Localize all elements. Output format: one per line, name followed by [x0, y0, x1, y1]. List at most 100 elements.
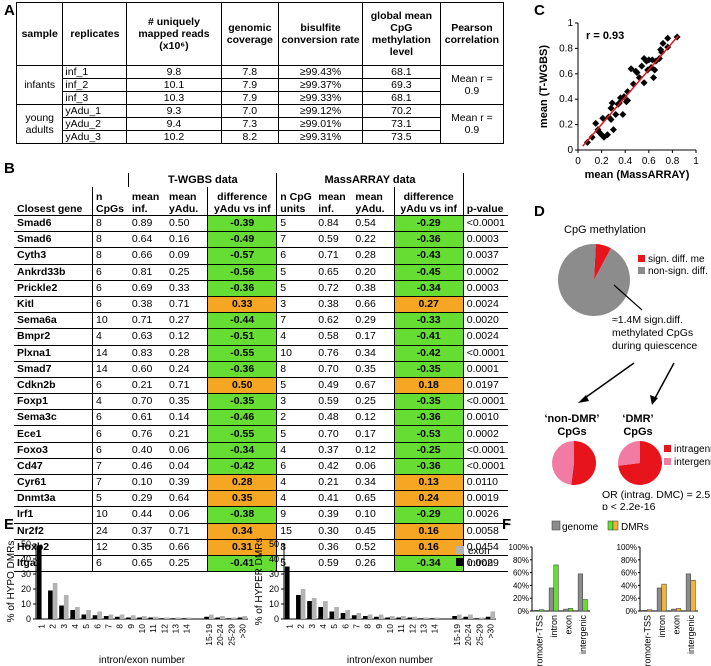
- gene-name-cell: Cyr61: [14, 474, 93, 492]
- y-tick-label: 50: [21, 539, 31, 549]
- y-tick-label: 0.2: [559, 120, 573, 131]
- table-cell: 6: [276, 458, 316, 476]
- header-cell: Pearson correlation: [439, 2, 505, 66]
- twgbs-group-header: T-WGBS data: [167, 173, 238, 186]
- panel-label-c: C: [534, 2, 545, 19]
- x-tick-label: 4: [70, 624, 80, 629]
- table-cell: inf_3: [62, 91, 128, 105]
- regression-line: [582, 35, 679, 147]
- table-cell: 4: [276, 328, 316, 346]
- y-axis-label: % of HYPO DMRs: [6, 541, 17, 623]
- arrow-right: [653, 362, 675, 401]
- intron-bar: [81, 614, 87, 619]
- intron-bar: [429, 618, 435, 619]
- table-cell: 4: [276, 474, 316, 492]
- table-cell: 5: [276, 264, 316, 281]
- gene-name-cell: Itga1: [14, 555, 93, 573]
- table-cell: 8: [276, 361, 316, 378]
- table-cell: 3: [276, 393, 316, 411]
- table-cell: -0.36: [207, 361, 278, 378]
- pointer-line: [613, 284, 643, 311]
- x-tick-label: 20-24: [215, 624, 225, 646]
- data-point: [638, 62, 646, 70]
- intron-bar: [92, 615, 98, 619]
- table-cell: -0.38: [207, 506, 278, 524]
- table-row: Sema3c 6 0.61 0.14 -0.46 2 0.48 0.12 -0.36 0.0010: [14, 409, 508, 427]
- genome-bar: [563, 608, 569, 612]
- table-cell: 0.61: [128, 409, 167, 427]
- gene-name-cell: Cdkn2b: [14, 377, 93, 395]
- table-cell: 0.21: [128, 377, 167, 395]
- column-header: mean yAdu.: [166, 187, 208, 216]
- data-point: [607, 116, 615, 124]
- exon-bar: [108, 614, 114, 619]
- exon-bar: [423, 617, 429, 619]
- y-tick-label: 0: [274, 614, 279, 624]
- table-cell: 8: [276, 539, 316, 556]
- table-row: Cyth3 8 0.66 0.09 -0.57 6 0.71 0.28 -0.43 0.0037: [14, 247, 508, 265]
- data-point: [599, 114, 607, 122]
- table-cell: -0.42: [393, 345, 464, 362]
- legend-label: intragenic: [674, 444, 711, 455]
- data-point: [633, 69, 641, 77]
- pie-title: CpG methylation: [564, 224, 646, 236]
- table-cell: 0.28: [166, 345, 208, 362]
- table-cell: 0.44: [128, 506, 167, 524]
- exon-bar: [52, 583, 58, 619]
- table-row: Plxna1 14 0.83 0.28 -0.55 10 0.76 0.34 -0.42 <0.0…: [14, 345, 508, 362]
- table-cell: 0.89: [128, 215, 167, 233]
- intron-bar: [485, 616, 491, 619]
- exon-bar: [311, 598, 317, 619]
- y-tick-label: 0%: [625, 607, 637, 616]
- table-cell: -0.55: [207, 345, 278, 362]
- group-header-row: T-WGBS data MassARRAY data: [14, 173, 508, 187]
- x-tick-label: 10: [137, 624, 147, 634]
- gene-name-cell: Bmpr2: [14, 328, 93, 346]
- table-cell: 6: [92, 280, 129, 297]
- table-cell: ≥99.01%: [278, 117, 363, 131]
- x-tick-label: 7: [352, 624, 362, 629]
- data-point: [664, 34, 672, 42]
- table-cell: 0.33: [207, 296, 278, 314]
- x-tick-label: 20-24: [463, 624, 473, 646]
- x-axis-label: intron/exon number: [99, 655, 186, 666]
- exon-bar: [390, 616, 395, 619]
- data-point: [583, 138, 591, 146]
- table-cell: 10: [92, 312, 129, 330]
- x-tick-label: 14: [182, 624, 192, 634]
- table-cell: 0.70: [128, 393, 167, 411]
- x-tick-label: 11: [148, 624, 158, 633]
- gene-name-cell: Plxna1: [14, 345, 93, 362]
- panel-label-a: A: [4, 2, 15, 19]
- y-tick-label: 0.4: [559, 94, 573, 105]
- gene-name-cell: Dnmt3a: [14, 490, 93, 508]
- gene-name-cell: Smad6: [14, 231, 93, 249]
- x-tick-label: 2: [48, 624, 58, 629]
- header-cell: replicates: [62, 2, 128, 66]
- table-cell: -0.46: [207, 409, 278, 427]
- y-tick-label: 100%: [509, 543, 529, 552]
- intron-bar: [170, 618, 176, 619]
- table-cell: 0.12: [352, 409, 395, 427]
- table-cell: 9.8: [126, 65, 222, 79]
- legend-swatch-intragenic: [664, 445, 671, 452]
- table-cell: 0.71: [166, 296, 208, 314]
- table-cell: -0.35: [393, 361, 464, 378]
- r-annotation: r = 0.93: [586, 30, 624, 42]
- table-cell: yAdu_2: [62, 117, 128, 131]
- table-cell: -0.43: [393, 247, 464, 265]
- table-cell: -0.33: [393, 312, 464, 330]
- exon-bar: [231, 617, 236, 619]
- genome-bar: [548, 587, 555, 612]
- y-tick-label: 0%: [517, 607, 529, 616]
- gene-name-cell: Smad7: [14, 361, 93, 378]
- table-cell: 10.2: [126, 130, 222, 144]
- table-cell: 0.29: [352, 312, 395, 330]
- data-point: [645, 56, 653, 64]
- table-cell: 7.0: [220, 104, 280, 118]
- dmr-bar: [690, 580, 696, 612]
- table-cell: <0.0001: [462, 393, 508, 411]
- exon-bar: [86, 610, 91, 619]
- y-tick-label: 20%: [621, 594, 637, 603]
- legend-label: intergenic: [674, 457, 711, 468]
